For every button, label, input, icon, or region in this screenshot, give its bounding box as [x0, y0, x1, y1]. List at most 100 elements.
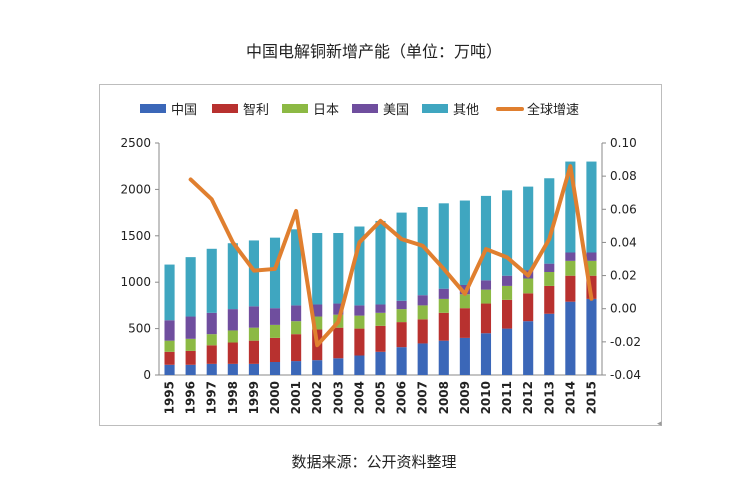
bar-segment [248, 306, 259, 328]
legend-label: 中国 [171, 103, 197, 118]
bar-segment [565, 252, 576, 261]
bar-segment [417, 319, 428, 344]
bar-segment [396, 212, 407, 301]
bar-segment [523, 321, 534, 375]
bar-segment [565, 260, 576, 276]
left-tick-label: 1000 [120, 275, 151, 289]
growth-point [400, 237, 404, 241]
x-tick-label: 2015 [584, 381, 598, 414]
bar-segment [438, 312, 449, 341]
bar-segment [586, 252, 597, 261]
x-tick-label: 2002 [310, 381, 324, 414]
watermark-text: CRIMN.COM.CN [558, 466, 700, 484]
bar-segment [480, 289, 492, 304]
left-tick-label: 2000 [120, 182, 151, 196]
growth-point [357, 240, 361, 244]
legend-label: 美国 [383, 103, 409, 118]
x-tick-label: 2009 [458, 381, 472, 414]
legend-label: 日本 [313, 103, 339, 118]
bar-segment [438, 203, 449, 289]
bar-segment [291, 305, 302, 322]
right-tick-label: -0.04 [610, 368, 641, 382]
legend-swatch [352, 104, 378, 113]
right-tick-label: 0.02 [610, 269, 637, 283]
x-tick-label: 2003 [331, 381, 345, 414]
legend-swatch [212, 104, 238, 113]
growth-point [589, 297, 593, 301]
bar-segment [312, 233, 323, 305]
bar-segment [375, 220, 386, 305]
bar-segment [544, 178, 555, 264]
bar-segment [312, 316, 323, 330]
bar-segment [333, 233, 344, 304]
bar-segment [523, 278, 534, 294]
growth-point [315, 343, 319, 347]
x-tick-label: 2004 [352, 381, 366, 414]
bar-segment [586, 298, 597, 375]
x-tick-label: 2012 [521, 381, 535, 414]
bar-segment [502, 275, 513, 286]
bar-segment [480, 303, 492, 334]
bar-segment [227, 309, 238, 331]
bar-segment [544, 271, 555, 286]
bar-segment [438, 298, 449, 313]
bar-segment [227, 330, 238, 343]
bar-segment [227, 342, 238, 364]
legend-swatch [140, 104, 166, 113]
bar-segment [354, 305, 365, 316]
bar-segment [459, 337, 470, 375]
bar-segment [269, 324, 281, 338]
bar-segment [164, 320, 175, 341]
bar-segment [291, 334, 302, 362]
x-tick-label: 2011 [500, 381, 514, 414]
bar-segment [375, 351, 386, 375]
combo-chart: 0 500 1000 1500 2000 2500 -0.04 -0.02 0.00 0.02 0.… [120, 102, 641, 414]
bar-segment [185, 364, 196, 375]
bar-segment [523, 293, 534, 322]
right-tick-label: 0.00 [610, 302, 637, 316]
chart-title: 中国电解铜新增产能（单位：万吨） [245, 42, 502, 61]
growth-point [463, 292, 467, 296]
x-tick-label: 2008 [437, 381, 451, 414]
bar-segment [312, 304, 323, 317]
legend-label: 智利 [243, 103, 269, 118]
bar-segment [438, 288, 449, 299]
bar-segment [502, 285, 513, 300]
x-tick-label: 1996 [184, 381, 198, 414]
bar-segment [459, 200, 470, 285]
bar-segment [333, 303, 344, 315]
bar-segment [417, 305, 428, 320]
left-tick-label: 1500 [120, 229, 151, 243]
corner-mark: ◂ [657, 419, 662, 429]
bar-segment [227, 243, 238, 310]
bar-segment [206, 345, 217, 364]
bar-segment [291, 361, 302, 375]
bar-segment [312, 360, 323, 375]
x-tick-label: 2005 [374, 381, 388, 414]
x-tick-label: 2013 [542, 381, 556, 414]
left-tick-label: 0 [143, 368, 151, 382]
x-tick-label: 1998 [226, 381, 240, 414]
bar-segment [375, 325, 386, 352]
growth-point [189, 177, 193, 181]
bar-segment [333, 358, 344, 375]
bar-segment [206, 312, 217, 335]
bar-segment [248, 363, 259, 375]
growth-line [188, 164, 594, 348]
x-tick-label: 1999 [247, 381, 261, 414]
bar-segment [185, 338, 196, 351]
bar-segment [480, 280, 492, 290]
x-tick-label: 2014 [563, 381, 577, 414]
bar-segment [502, 328, 513, 375]
bar-segment [544, 263, 555, 272]
growth-point [336, 320, 340, 324]
x-tick-label: 2000 [268, 381, 282, 414]
right-tick-label: 0.04 [610, 235, 637, 249]
growth-point [505, 255, 509, 259]
bar-segment [269, 237, 281, 309]
chart-frame: 0 500 1000 1500 2000 2500 -0.04 -0.02 0.00 0.02 0.… [99, 84, 698, 484]
bar-segment [438, 340, 449, 375]
growth-point [231, 240, 235, 244]
bar-segment [269, 308, 281, 325]
growth-point [294, 209, 298, 213]
